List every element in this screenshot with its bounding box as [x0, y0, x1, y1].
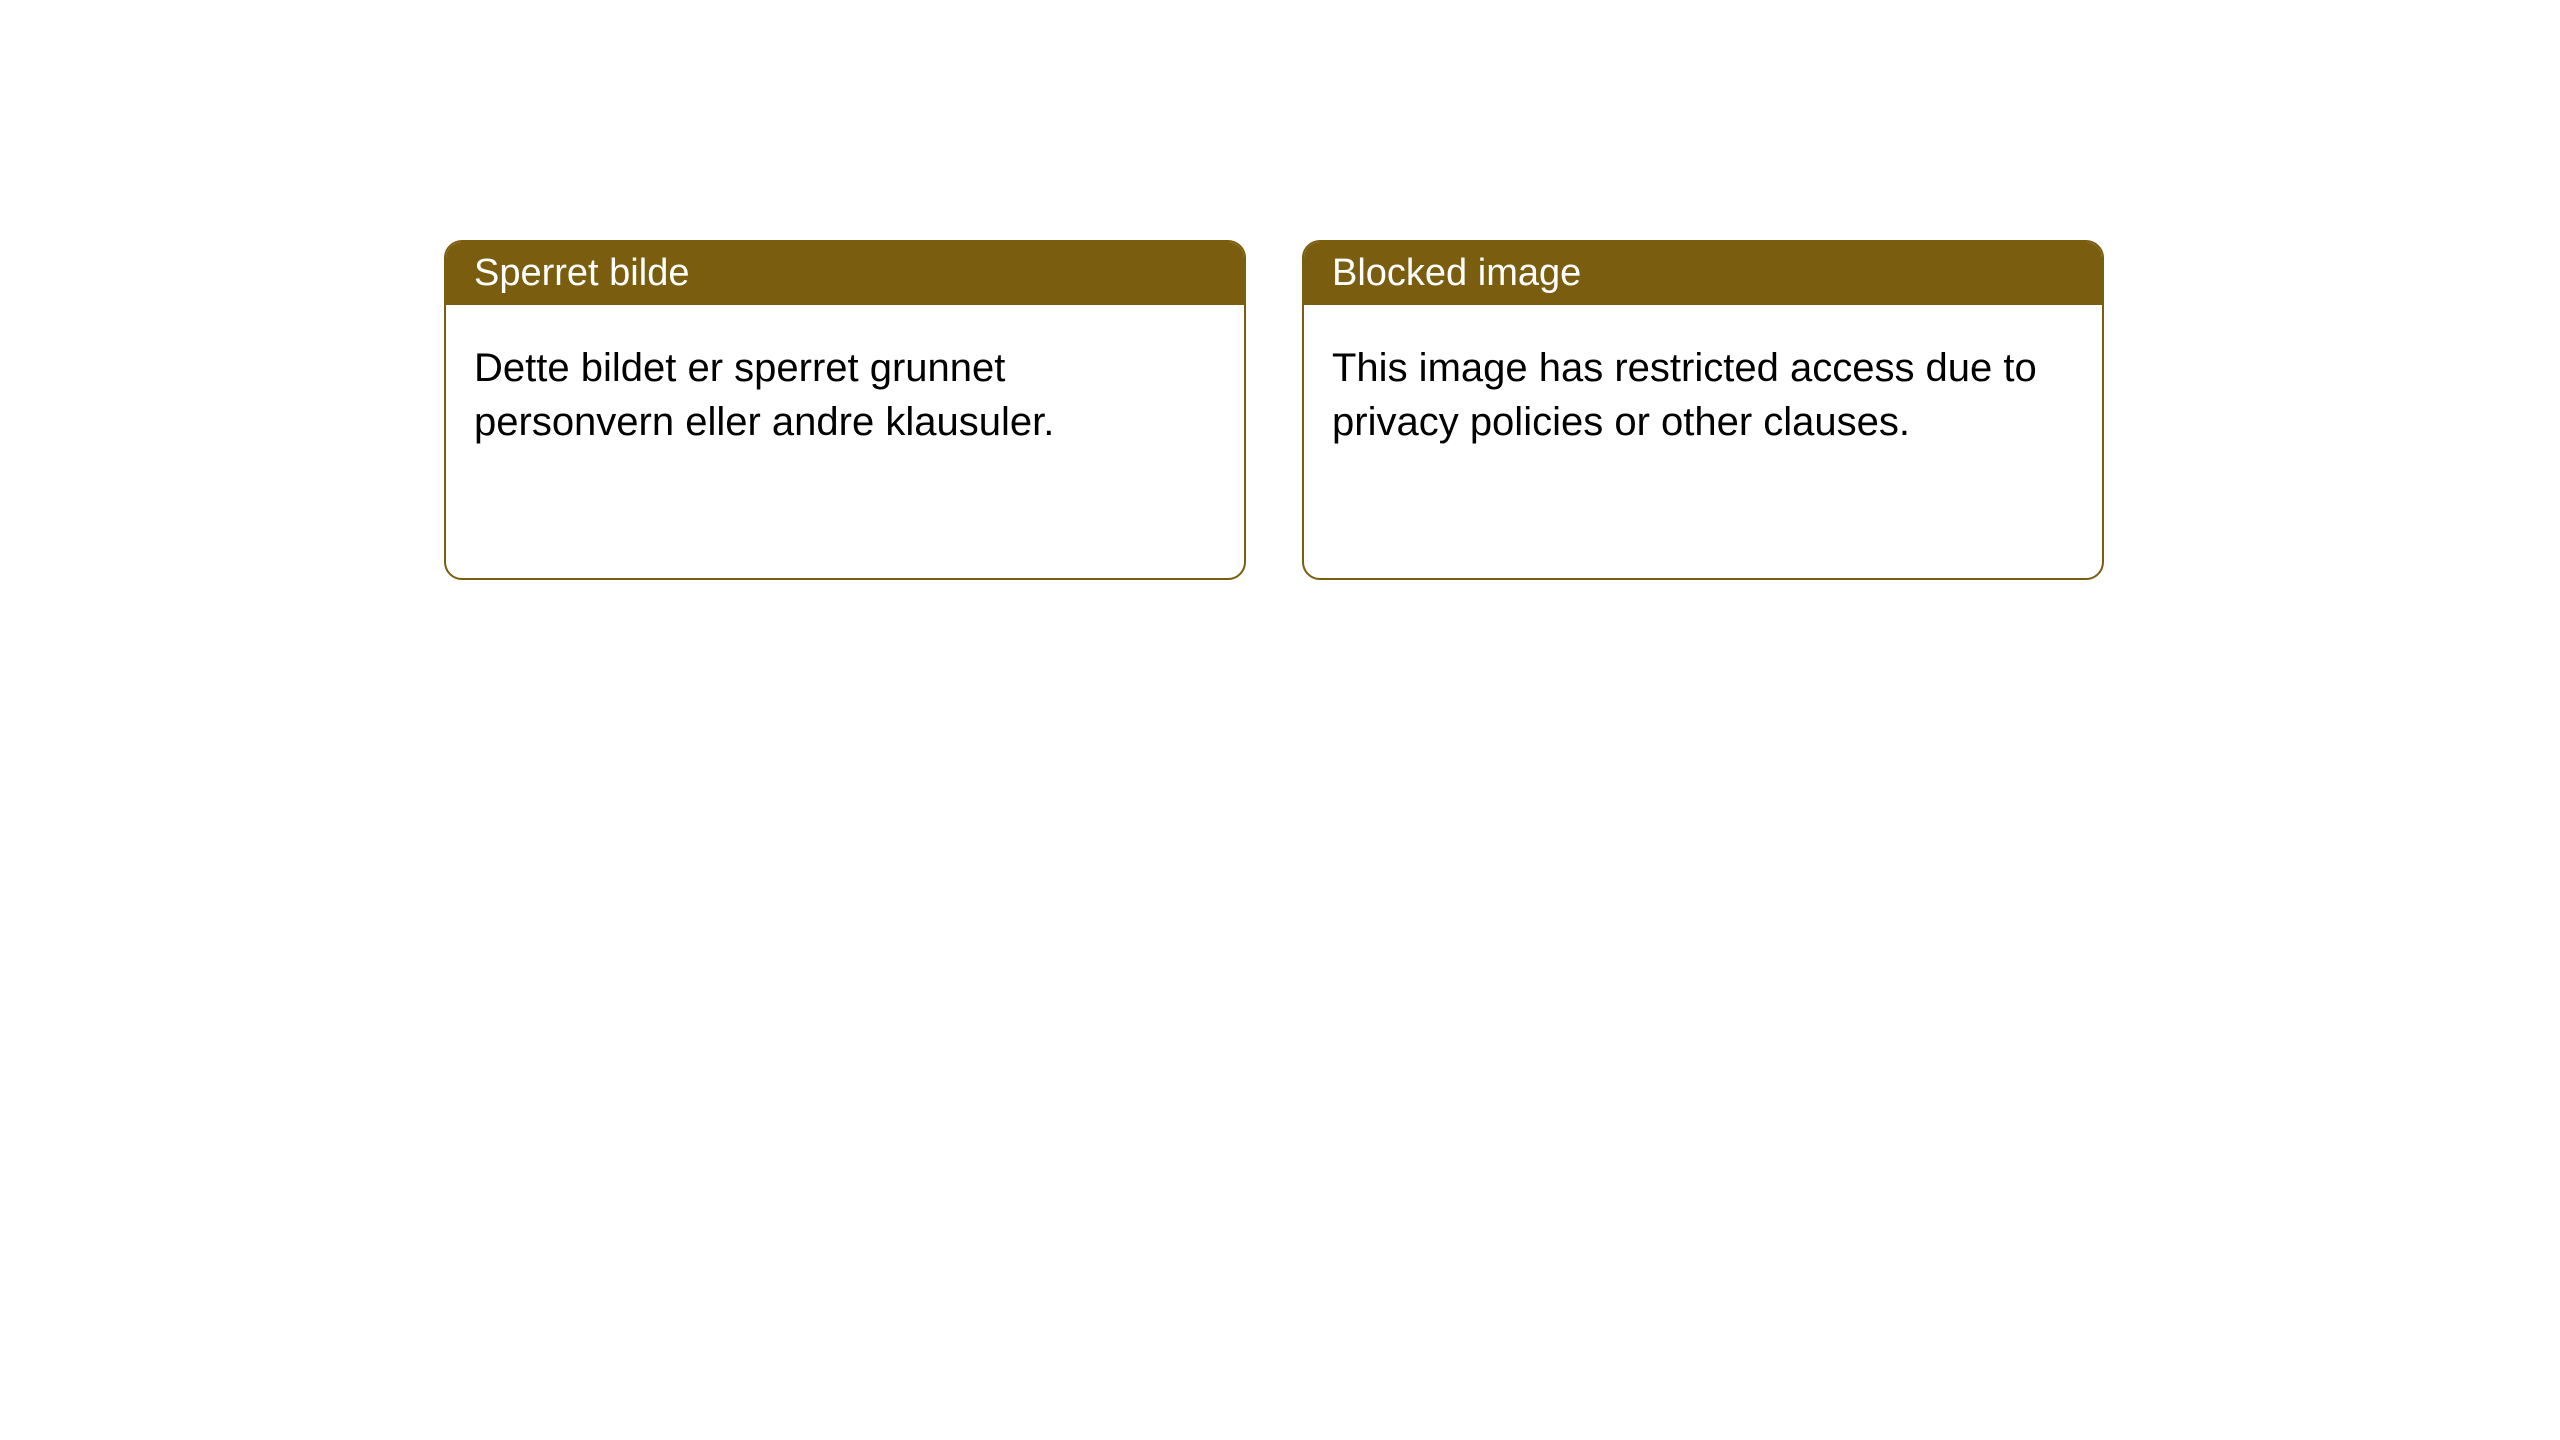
notice-card-body: Dette bildet er sperret grunnet personve… — [446, 305, 1244, 485]
notice-card-body: This image has restricted access due to … — [1304, 305, 2102, 485]
notice-card-norwegian: Sperret bilde Dette bildet er sperret gr… — [444, 240, 1246, 580]
notice-card-english: Blocked image This image has restricted … — [1302, 240, 2104, 580]
notice-cards-container: Sperret bilde Dette bildet er sperret gr… — [0, 0, 2560, 580]
notice-card-title: Blocked image — [1304, 242, 2102, 305]
notice-card-title: Sperret bilde — [446, 242, 1244, 305]
